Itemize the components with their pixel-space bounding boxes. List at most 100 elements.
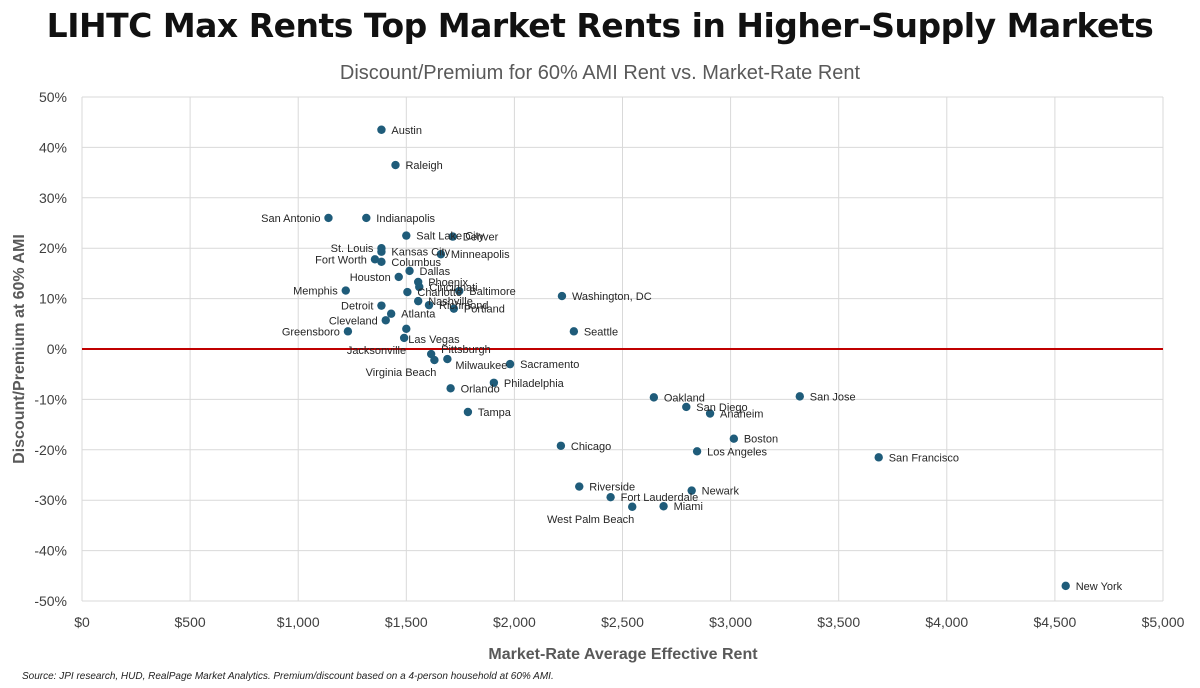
point-label: Milwaukee [455,360,507,372]
scatter-point [795,392,804,401]
point-label: Austin [391,125,422,137]
point-label: Chicago [571,441,611,453]
chart-title: LIHTC Max Rents Top Market Rents in High… [46,6,1154,45]
y-tick-label: 30% [39,190,67,206]
point-label: Detroit [341,301,373,313]
point-label: Los Angeles [707,446,767,458]
scatter-point [402,231,411,240]
scatter-point [692,447,702,456]
x-axis-title: Market-Rate Average Effective Rent [488,646,758,663]
point-label: Philadelphia [504,378,565,390]
x-tick-label: $4,500 [1033,614,1076,630]
scatter-point [370,255,380,264]
y-tick-label: 20% [39,240,67,256]
point-label: Charlotte [417,287,462,299]
x-tick-label: $3,500 [817,614,860,630]
scatter-point [377,247,386,256]
scatter-point [649,393,659,402]
point-label: New York [1076,581,1123,593]
point-label: Riverside [589,482,635,494]
point-label: Atlanta [401,309,436,321]
point-label: Baltimore [469,286,515,298]
x-tick-label: $2,000 [493,614,536,630]
point-label: Pittsburgh [441,344,491,356]
scatter-point [489,378,499,387]
point-label: Miami [674,501,703,513]
scatter-point [556,441,566,450]
scatter-point [659,502,668,511]
scatter-point [436,250,446,259]
point-label: Richmond [439,300,489,312]
scatter-point [341,286,350,295]
scatter-point [682,402,691,412]
y-tick-label: 50% [39,89,67,105]
scatter-point [575,482,584,491]
x-tick-label: $1,500 [385,614,428,630]
scatter-point [405,266,414,276]
scatter-point [430,355,439,365]
scatter-point [1061,581,1070,591]
point-label: St. Louis [331,243,374,255]
point-label: Nashville [428,296,473,308]
x-tick-label: $500 [175,614,206,630]
point-label: Las Vegas [408,334,460,346]
scatter-point [729,434,739,443]
y-axis-title: Discount/Premium at 60% AMI [11,234,28,464]
point-label: San Antonio [261,213,320,225]
point-label: Dallas [420,266,451,278]
point-label: Columbus [391,257,441,269]
scatter-point [463,407,473,417]
scatter-point [443,354,452,364]
point-label: Cincinnati [429,282,477,294]
data-points [324,125,1070,591]
point-labels: Austin Raleigh San Antonio Indianapolis Salt… [261,125,1123,593]
scatter-point [324,213,333,223]
scatter-point [874,453,883,462]
scatter-point [415,282,424,292]
point-label: Denver [463,232,499,244]
point-label: Jacksonville [347,345,406,357]
scatter-point [377,257,386,267]
x-tick-label: $5,000 [1142,614,1185,630]
scatter-point [362,213,371,223]
y-tick-label: 10% [39,291,67,307]
point-label: Sacramento [520,359,579,371]
scatter-point [606,492,615,502]
point-label: Virginia Beach [366,367,437,379]
point-label: Memphis [293,286,338,298]
source-note: Source: JPI research, HUD, RealPage Mark… [22,671,554,682]
point-label: Anaheim [720,409,763,421]
point-label: Portland [464,304,505,316]
scatter-point [386,309,396,318]
scatter-point [391,160,400,170]
scatter-point [628,502,637,511]
point-label: San Diego [696,402,747,414]
y-tick-label: 0% [47,341,67,357]
point-label: Phoenix [428,277,468,289]
scatter-point [413,296,423,306]
point-label: Indianapolis [376,213,435,225]
scatter-point [446,384,455,393]
scatter-point [402,324,411,334]
chart-subtitle: Discount/Premium for 60% AMI Rent vs. Ma… [339,62,861,84]
scatter-point [705,409,715,418]
y-tick-label: -10% [34,391,67,407]
y-tick-label: 40% [39,139,67,155]
point-label: Salt Lake City [416,231,484,243]
y-tick-label: -30% [34,492,67,508]
y-tick-label: -50% [34,593,67,609]
scatter-point [505,359,515,369]
x-tick-label: $1,000 [277,614,320,630]
point-label: Fort Lauderdale [621,492,699,504]
scatter-point [455,286,464,296]
scatter-point [343,327,353,336]
scatter-point [424,300,434,310]
point-label: Washington, DC [572,291,652,303]
point-label: San Francisco [889,452,959,464]
point-label: Kansas City [391,247,450,259]
point-label: Newark [702,486,740,498]
x-tick-label: $4,000 [925,614,968,630]
point-label: Cleveland [329,315,378,327]
scatter-point [569,327,579,336]
x-tick-label: $0 [74,614,90,630]
